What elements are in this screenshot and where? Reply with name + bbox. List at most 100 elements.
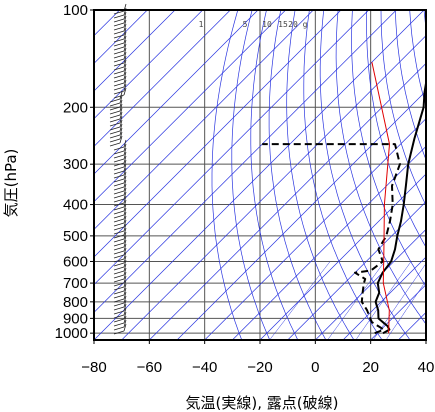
wind-barb xyxy=(113,238,125,243)
y-axis-title: 気圧(hPa) xyxy=(2,149,20,218)
isotherm-line xyxy=(232,145,426,340)
x-tick-label: 0 xyxy=(311,359,319,376)
axes: 1 5 10 15 20 g1002003004005006007008009001000… xyxy=(55,2,435,376)
wind-barb-flag xyxy=(123,19,127,28)
wind-barb xyxy=(113,150,125,155)
wind-barb xyxy=(113,302,125,307)
dry-adiabat-line xyxy=(394,10,426,161)
isotherm-line xyxy=(94,10,369,286)
mixing-ratio-label: 10 xyxy=(262,20,272,29)
plot-area xyxy=(94,10,426,340)
dry-adiabat-line xyxy=(211,10,243,340)
wind-barb xyxy=(113,198,125,203)
isotherm-line xyxy=(94,10,176,92)
wind-barb xyxy=(113,170,125,175)
wind-barb xyxy=(113,258,125,263)
wind-barb xyxy=(113,222,125,227)
wind-barb-flag xyxy=(119,127,123,136)
mixing-ratio-line xyxy=(372,263,426,340)
y-tick-label: 400 xyxy=(63,197,88,214)
mixing-ratio-label: 5 xyxy=(243,20,248,29)
wind-barb xyxy=(113,146,125,151)
wind-barb xyxy=(113,322,125,327)
wind-barb-flag xyxy=(123,159,127,168)
dry-adiabat-line xyxy=(231,10,271,340)
isotherm-line xyxy=(149,62,426,340)
wind-barb-flag xyxy=(123,227,127,236)
y-tick-label: 600 xyxy=(63,253,88,270)
wind-barb xyxy=(113,210,125,215)
wind-barb xyxy=(113,290,125,295)
wind-barb-flag xyxy=(123,83,127,92)
wind-barb xyxy=(113,330,125,335)
wind-barb xyxy=(113,30,125,35)
wind-barb-flag xyxy=(123,151,127,160)
wind-barb-flag xyxy=(123,299,127,308)
wind-barb xyxy=(109,134,121,139)
wind-barb-flag xyxy=(123,251,127,260)
wind-barb-flag xyxy=(123,195,127,204)
y-tick-label: 300 xyxy=(63,156,88,173)
wind-barb xyxy=(113,54,125,59)
wind-barb-flag xyxy=(123,183,127,192)
wind-barb xyxy=(109,142,121,147)
wind-barb xyxy=(113,306,125,311)
wind-barb-flag xyxy=(123,55,127,64)
wind-barb-flag xyxy=(123,263,127,272)
wind-barb xyxy=(109,122,121,127)
dry-adiabat-line xyxy=(380,10,426,207)
y-tick-label: 900 xyxy=(63,310,88,327)
isotherm-line xyxy=(94,10,231,147)
temperature-curve xyxy=(374,77,426,335)
wind-barb-flag xyxy=(123,203,127,212)
wind-barb xyxy=(113,242,125,247)
wind-barb xyxy=(113,298,125,303)
wind-barb-flag xyxy=(123,215,127,224)
wind-barb-flag xyxy=(123,23,127,32)
isotherm-line xyxy=(315,228,426,340)
wind-barb-flag xyxy=(123,143,127,152)
wind-barb xyxy=(113,318,125,323)
isotherm-line xyxy=(94,10,203,120)
wind-barb-flag xyxy=(123,243,127,252)
wind-barb xyxy=(113,78,125,83)
wind-barb-flag xyxy=(123,207,127,216)
wind-barb-flag xyxy=(119,123,123,132)
wind-barb xyxy=(113,230,125,235)
y-tick-label: 500 xyxy=(63,228,88,245)
wind-barb-flag xyxy=(123,319,127,328)
wind-barb xyxy=(109,130,121,135)
wind-barb xyxy=(113,282,125,287)
wind-barb-flag xyxy=(123,231,127,240)
wind-barb-flag xyxy=(123,287,127,296)
mixing-ratio-label: 1 xyxy=(199,20,204,29)
wind-barb xyxy=(113,250,125,255)
wind-barb xyxy=(113,266,125,271)
wind-barb-flag xyxy=(119,107,123,116)
wind-barb-flag xyxy=(123,179,127,188)
mixing-ratio-line xyxy=(355,261,412,340)
wind-barb-flag xyxy=(123,279,127,288)
mixing-ratio-label: 15 xyxy=(278,20,288,29)
wind-barb xyxy=(113,326,125,331)
wind-barb-flag xyxy=(123,43,127,52)
wind-barb-flag xyxy=(123,295,127,304)
wind-barb-flag xyxy=(123,71,127,80)
wind-barb-flag xyxy=(119,131,123,140)
wind-barb xyxy=(113,246,125,251)
mixing-ratio-line xyxy=(327,261,385,340)
wind-barb-flag xyxy=(123,271,127,280)
isotherm-line xyxy=(94,10,397,313)
wind-barb xyxy=(109,126,121,131)
wind-barb-flag xyxy=(123,259,127,268)
wind-barb xyxy=(113,206,125,211)
x-tick-label: 20 xyxy=(362,359,379,376)
wind-barb xyxy=(113,218,125,223)
wind-barb-flag xyxy=(123,27,127,36)
wind-barb xyxy=(113,154,125,159)
wind-barb-flag xyxy=(123,39,127,48)
wind-barb-flag xyxy=(123,63,127,72)
wind-barb xyxy=(113,314,125,319)
wind-barb-flag xyxy=(119,111,123,120)
wind-barb xyxy=(109,118,121,123)
